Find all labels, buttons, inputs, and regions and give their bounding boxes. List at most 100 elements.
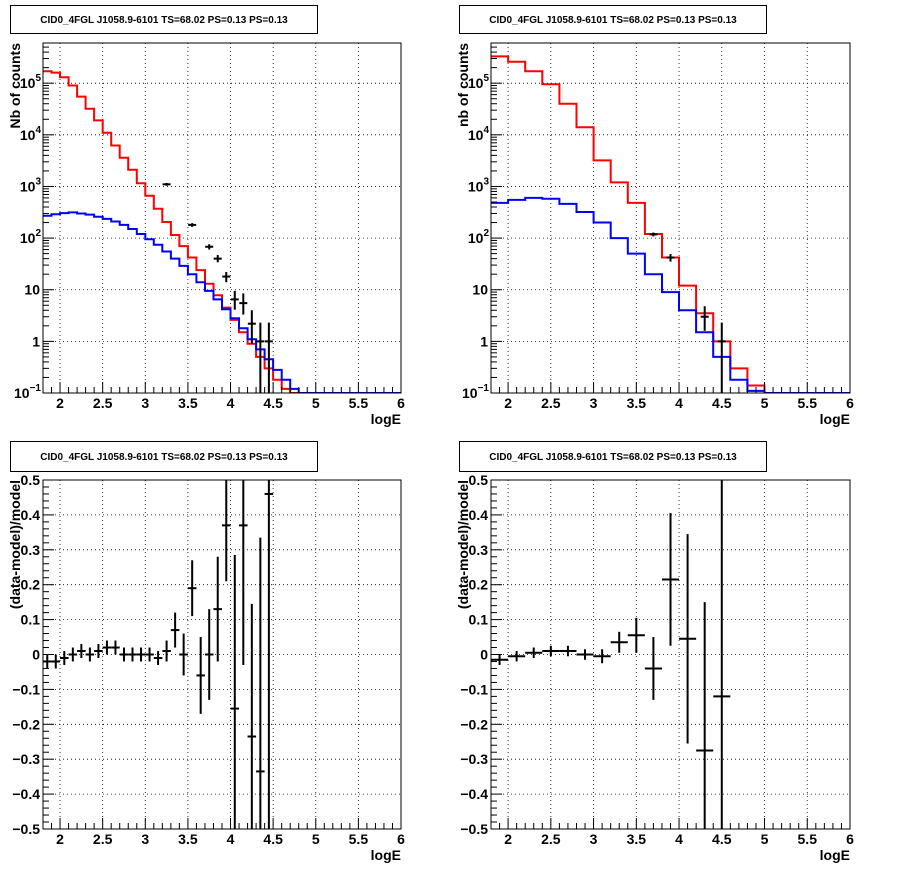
y-tick-label: −0.3 [460,751,488,767]
x-tick-label: 4.5 [263,831,283,847]
y-tick-label: −0.1 [460,681,488,697]
grid [491,43,850,393]
y-tick-label: −0.5 [460,821,488,837]
x-tick-label: 3 [141,831,149,847]
x-tick-label: 5 [312,395,320,411]
y-ticks [491,42,502,394]
y-tick-label: 0.2 [21,577,41,593]
x-tick-label: 4 [227,395,235,411]
x-tick-label: 6 [397,831,405,847]
y-tick-label: 0.1 [469,612,489,628]
y-axis-label: Nb of counts [7,43,23,129]
y-tick-label: 103 [20,176,42,194]
x-tick-label: 5.5 [349,831,369,847]
title-text: CID0_4FGL J1058.9-6101 TS=68.02 PS=0.13 … [489,452,737,463]
x-tick-label: 5.5 [349,395,369,411]
y-tick-label: 0.3 [469,542,489,558]
y-tick-label: −0.4 [12,786,40,802]
x-tick-label: 5.5 [798,831,818,847]
chart-title: CID0_4FGL J1058.9-6101 TS=68.02 PS=0.13 … [10,5,318,34]
x-tick-label: 4 [227,831,235,847]
title-text: CID0_4FGL J1058.9-6101 TS=68.02 PS=0.13 … [40,15,288,26]
y-axis-label: (data-model)/model [455,480,471,609]
title-text: CID0_4FGL J1058.9-6101 TS=68.02 PS=0.13 … [40,452,288,463]
y-tick-label: 0 [480,647,488,663]
y-axis-label: (data-model)/model [7,480,23,609]
y-tick-label: 105 [468,73,490,91]
y-tick-label: 103 [468,176,490,194]
x-axis-label: logE [820,847,850,863]
x-tick-label: 2.5 [541,395,561,411]
y-ticks [43,42,54,394]
chart-title: CID0_4FGL J1058.9-6101 TS=68.02 PS=0.13 … [10,441,318,472]
chart-top-right: CID0_4FGL J1058.9-6101 TS=68.02 PS=0.13 … [455,5,854,427]
x-tick-label: 2.5 [93,831,113,847]
x-tick-label: 3 [141,395,149,411]
y-tick-label: 10−1 [14,383,41,401]
x-tick-label: 2 [504,831,512,847]
y-tick-label: −0.4 [460,786,488,802]
y-ticks [43,479,54,830]
y-tick-label: 0.5 [21,472,41,488]
y-tick-label: 10−1 [462,383,489,401]
y-tick-label: 105 [20,73,42,91]
x-tick-label: 3 [590,395,598,411]
chart-top-left: CID0_4FGL J1058.9-6101 TS=68.02 PS=0.13 … [7,5,405,427]
y-tick-label: −0.3 [12,751,40,767]
x-tick-label: 3 [590,831,598,847]
x-tick-label: 6 [846,831,854,847]
title-box [459,5,767,34]
y-ticks [491,479,502,830]
y-tick-label: 102 [468,228,490,246]
x-tick-label: 3.5 [178,395,198,411]
x-tick-label: 5.5 [798,395,818,411]
x-axis-label: logE [371,847,401,863]
x-tick-label: 2.5 [541,831,561,847]
x-axis-label: logE [371,411,401,427]
x-tick-label: 6 [397,395,405,411]
y-tick-label: 0.1 [21,612,41,628]
y-tick-label: 0.4 [21,507,41,523]
y-tick-label: 10 [472,282,488,298]
title-box [10,441,318,472]
title-box [10,5,318,34]
x-tick-label: 4.5 [263,395,283,411]
x-tick-label: 5 [761,395,769,411]
x-tick-label: 4 [675,395,683,411]
y-tick-label: −0.1 [12,681,40,697]
x-tick-label: 3.5 [627,831,647,847]
data-points [649,232,726,393]
y-tick-label: 0 [32,647,40,663]
residual-points [491,480,731,829]
chart-bottom-left: CID0_4FGL J1058.9-6101 TS=68.02 PS=0.13 … [7,441,405,863]
grid [43,480,401,829]
y-tick-label: 0.5 [469,472,489,488]
x-tick-label: 4 [675,831,683,847]
histogram-series-1 [43,211,401,393]
residual-points [43,480,274,829]
x-tick-label: 5 [761,831,769,847]
x-tick-label: 2 [56,395,64,411]
plot-frame [490,42,851,394]
x-tick-label: 5 [312,831,320,847]
y-tick-label: 0.3 [21,542,41,558]
y-tick-label: −0.2 [12,716,40,732]
y-tick-label: −0.2 [460,716,488,732]
x-tick-label: 3.5 [178,831,198,847]
data-points [162,182,273,393]
chart-title: CID0_4FGL J1058.9-6101 TS=68.02 PS=0.13 … [459,441,767,472]
y-tick-label: 104 [20,125,42,143]
histogram-series-0 [43,70,401,393]
x-ticks [42,818,402,829]
x-tick-label: 2 [56,831,64,847]
y-tick-label: 104 [468,125,490,143]
x-ticks [490,818,851,829]
title-box [459,441,767,472]
x-ticks [42,382,402,393]
y-tick-label: 0.2 [469,577,489,593]
x-tick-label: 6 [846,395,854,411]
x-ticks [490,382,851,393]
x-tick-label: 4.5 [712,831,732,847]
x-tick-label: 4.5 [712,395,732,411]
